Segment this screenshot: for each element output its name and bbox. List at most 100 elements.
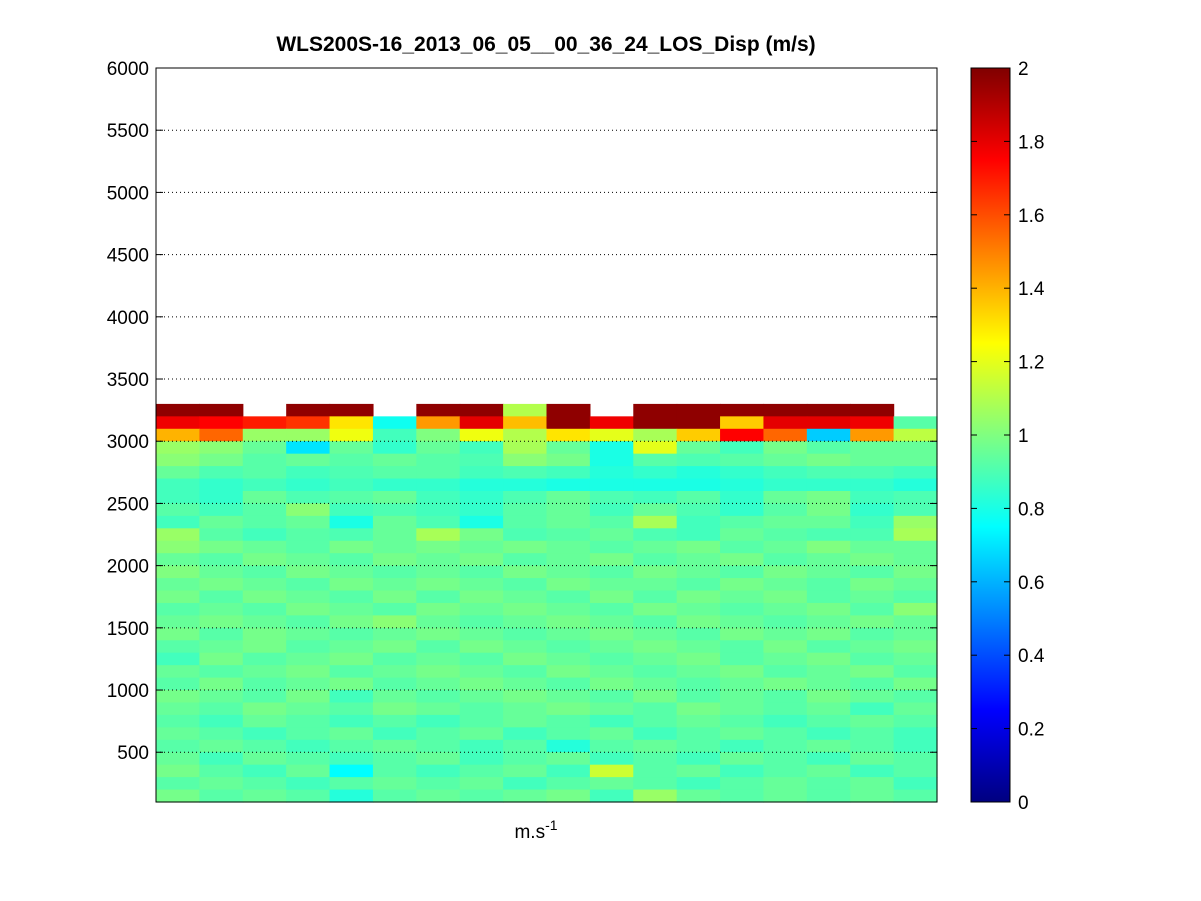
heatmap-cell <box>416 640 461 654</box>
heatmap-cell <box>850 453 895 467</box>
heatmap-cell <box>242 478 287 492</box>
heatmap-cell <box>546 777 591 791</box>
heatmap-cell <box>720 714 765 728</box>
heatmap-cell <box>893 665 938 679</box>
heatmap-cell <box>546 764 591 778</box>
heatmap-cell <box>850 578 895 592</box>
heatmap-cell <box>199 739 244 753</box>
heatmap-cell <box>806 553 851 567</box>
heatmap-cell <box>893 490 938 505</box>
heatmap-cell <box>416 515 461 529</box>
heatmap-cell <box>676 428 721 442</box>
heatmap-cell <box>199 590 244 604</box>
heatmap-cell <box>329 640 374 654</box>
heatmap-cell <box>589 665 634 679</box>
heatmap-cell <box>199 528 244 542</box>
heatmap-cell <box>806 627 851 641</box>
heatmap-cell <box>372 627 417 641</box>
heatmap-cell <box>199 690 244 704</box>
heatmap-cell <box>893 553 938 567</box>
heatmap-cell <box>763 565 808 579</box>
heatmap-cell <box>763 690 808 704</box>
heatmap-cell <box>459 702 504 716</box>
heatmap-cell <box>763 540 808 554</box>
heatmap-cell <box>156 553 200 567</box>
heatmap-cell <box>546 652 591 666</box>
heatmap-cell <box>286 503 331 517</box>
heatmap-cell <box>633 727 678 741</box>
heatmap-cell <box>806 690 851 704</box>
heatmap-cell <box>676 714 721 728</box>
heatmap-cell <box>546 578 591 592</box>
heatmap-cell <box>589 590 634 604</box>
heatmap-cell <box>850 764 895 778</box>
heatmap-cell <box>893 503 938 517</box>
heatmap-cell <box>633 466 678 480</box>
heatmap-cell <box>806 515 851 529</box>
heatmap-cell <box>459 640 504 654</box>
heatmap-cell <box>893 702 938 716</box>
heatmap-cell <box>893 602 938 616</box>
heatmap-cell <box>156 752 200 766</box>
heatmap-cell <box>199 789 244 803</box>
heatmap-cell <box>372 578 417 592</box>
heatmap-cell <box>546 702 591 716</box>
heatmap-cell <box>763 490 808 505</box>
heatmap-cell <box>720 553 765 567</box>
heatmap-cell <box>329 665 374 679</box>
heatmap-cell <box>286 640 331 654</box>
heatmap-cell <box>720 528 765 542</box>
heatmap-cell <box>763 441 808 455</box>
heatmap-cell <box>720 652 765 666</box>
heatmap-cell <box>242 441 287 455</box>
heatmap-cell <box>720 665 765 679</box>
heatmap-cell <box>720 677 765 691</box>
heatmap-cell <box>199 615 244 629</box>
heatmap-cell <box>720 702 765 716</box>
x-axis-label-base: m.s <box>514 822 545 843</box>
heatmap-cell <box>633 777 678 791</box>
heatmap-cell <box>589 714 634 728</box>
heatmap-cell <box>286 540 331 554</box>
heatmap-cell <box>589 578 634 592</box>
colorbar-tick-label: 0.4 <box>1018 646 1045 667</box>
heatmap-cell <box>329 540 374 554</box>
heatmap-cell <box>546 466 591 480</box>
heatmap-cell <box>372 615 417 629</box>
heatmap-cell <box>589 416 634 430</box>
heatmap-cell <box>806 578 851 592</box>
heatmap-cell <box>199 553 244 567</box>
heatmap-cell <box>850 652 895 666</box>
heatmap-cell <box>633 490 678 505</box>
heatmap-cell <box>372 528 417 542</box>
heatmap-cell <box>459 677 504 691</box>
colorbar-tick-label: 1.4 <box>1018 279 1045 300</box>
heatmap-cell <box>459 739 504 753</box>
heatmap-cell <box>416 727 461 741</box>
heatmap-cell <box>503 752 548 766</box>
heatmap-cell <box>806 490 851 505</box>
heatmap-cell <box>806 640 851 654</box>
heatmap-cell <box>156 578 200 592</box>
heatmap-cell <box>676 503 721 517</box>
heatmap-cell <box>286 652 331 666</box>
heatmap-cell <box>242 615 287 629</box>
heatmap-cell <box>763 403 808 417</box>
heatmap-cell <box>156 665 200 679</box>
heatmap-cell <box>156 602 200 616</box>
heatmap-cell <box>372 428 417 442</box>
heatmap-cell <box>459 503 504 517</box>
colorbar-gradient <box>971 68 1010 802</box>
heatmap-cell <box>286 478 331 492</box>
heatmap-cell <box>416 602 461 616</box>
heatmap-cell <box>546 490 591 505</box>
heatmap-cell <box>416 665 461 679</box>
heatmap-cell <box>546 714 591 728</box>
heatmap-cell <box>676 453 721 467</box>
heatmap-cell <box>372 739 417 753</box>
heatmap-cell <box>416 416 461 430</box>
heatmap-cell <box>242 640 287 654</box>
heatmap-cell <box>416 553 461 567</box>
heatmap-cell <box>242 466 287 480</box>
